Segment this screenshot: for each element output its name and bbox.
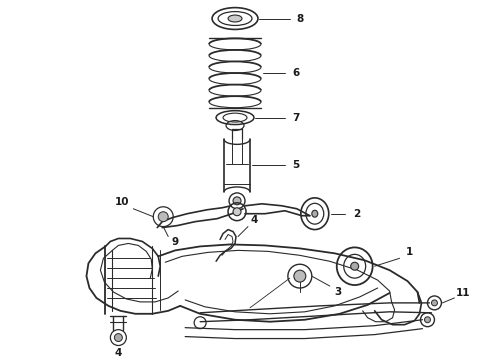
Text: 10: 10 (115, 197, 129, 207)
Circle shape (233, 197, 241, 205)
Text: 8: 8 (296, 14, 303, 23)
Circle shape (114, 334, 122, 342)
Circle shape (424, 317, 431, 323)
Text: 2: 2 (353, 209, 360, 219)
Text: 9: 9 (172, 238, 179, 247)
Circle shape (233, 208, 241, 216)
Text: 11: 11 (456, 288, 470, 298)
Text: 5: 5 (292, 160, 299, 170)
Text: 6: 6 (292, 68, 299, 78)
Ellipse shape (312, 210, 318, 217)
Text: 4: 4 (250, 215, 258, 225)
Text: 3: 3 (334, 287, 342, 297)
Text: 1: 1 (406, 247, 413, 257)
Text: 7: 7 (292, 113, 299, 123)
Ellipse shape (351, 262, 359, 270)
Circle shape (432, 300, 438, 306)
Circle shape (294, 270, 306, 282)
Ellipse shape (228, 15, 242, 22)
Text: 4: 4 (115, 348, 122, 359)
Circle shape (158, 212, 168, 222)
